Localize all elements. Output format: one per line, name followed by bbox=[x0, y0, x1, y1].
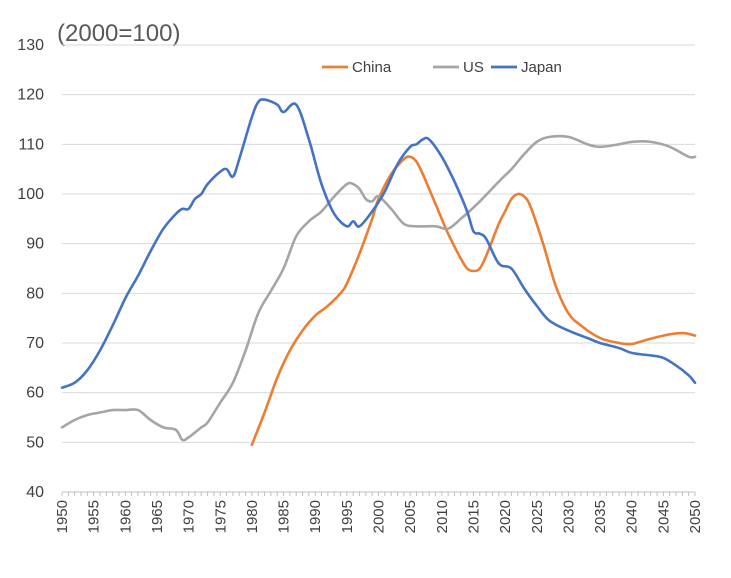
legend-label-china: China bbox=[352, 59, 392, 76]
y-tick-label: 50 bbox=[26, 434, 44, 451]
x-tick-label: 2015 bbox=[465, 500, 482, 533]
x-tick-label: 1950 bbox=[54, 500, 71, 533]
y-tick-label: 40 bbox=[26, 484, 44, 501]
x-tick-label: 1980 bbox=[244, 500, 261, 533]
x-tick-label: 2025 bbox=[529, 500, 546, 533]
y-tick-label: 70 bbox=[26, 335, 44, 352]
y-tick-label: 100 bbox=[17, 186, 44, 203]
y-tick-label: 120 bbox=[17, 87, 44, 104]
chart-subtitle: (2000=100) bbox=[57, 20, 180, 47]
x-tick-label: 2005 bbox=[402, 500, 419, 533]
x-tick-label: 2040 bbox=[624, 500, 641, 533]
x-tick-label: 2045 bbox=[655, 500, 672, 533]
series-lines bbox=[60, 98, 697, 447]
y-tick-label: 80 bbox=[26, 285, 44, 302]
gridlines bbox=[62, 44, 695, 443]
x-tick-label: 1995 bbox=[339, 500, 356, 533]
legend-label-japan: Japan bbox=[521, 59, 562, 76]
x-tick-label: 2050 bbox=[687, 500, 704, 533]
series-line-japan bbox=[60, 98, 697, 389]
y-tick-label: 90 bbox=[26, 236, 44, 253]
x-tick-label: 1990 bbox=[307, 500, 324, 533]
x-tick-label: 2000 bbox=[371, 500, 388, 533]
x-tick-label: 1960 bbox=[117, 500, 134, 533]
x-tick-label: 2010 bbox=[434, 500, 451, 533]
x-tick-label: 1975 bbox=[212, 500, 229, 533]
legend: China US Japan bbox=[322, 59, 562, 76]
x-tick-label: 1970 bbox=[181, 500, 198, 533]
y-tick-label: 110 bbox=[18, 136, 44, 153]
legend-label-us: US bbox=[463, 59, 484, 76]
y-tick-label: 130 bbox=[17, 37, 44, 54]
series-line-china bbox=[250, 155, 697, 447]
axes: 40 50 60 70 80 90 100 110 120 130 1950 1955 1960 1965… bbox=[17, 37, 704, 533]
x-tick-label: 1955 bbox=[86, 500, 103, 533]
x-tick-label: 2020 bbox=[497, 500, 514, 533]
x-tick-label: 2030 bbox=[560, 500, 577, 533]
x-tick-label: 1965 bbox=[149, 500, 166, 533]
series-line-us bbox=[60, 134, 697, 442]
x-tick-label: 1985 bbox=[276, 500, 293, 533]
y-tick-label: 60 bbox=[26, 385, 44, 402]
x-tick-label: 2035 bbox=[592, 500, 609, 533]
